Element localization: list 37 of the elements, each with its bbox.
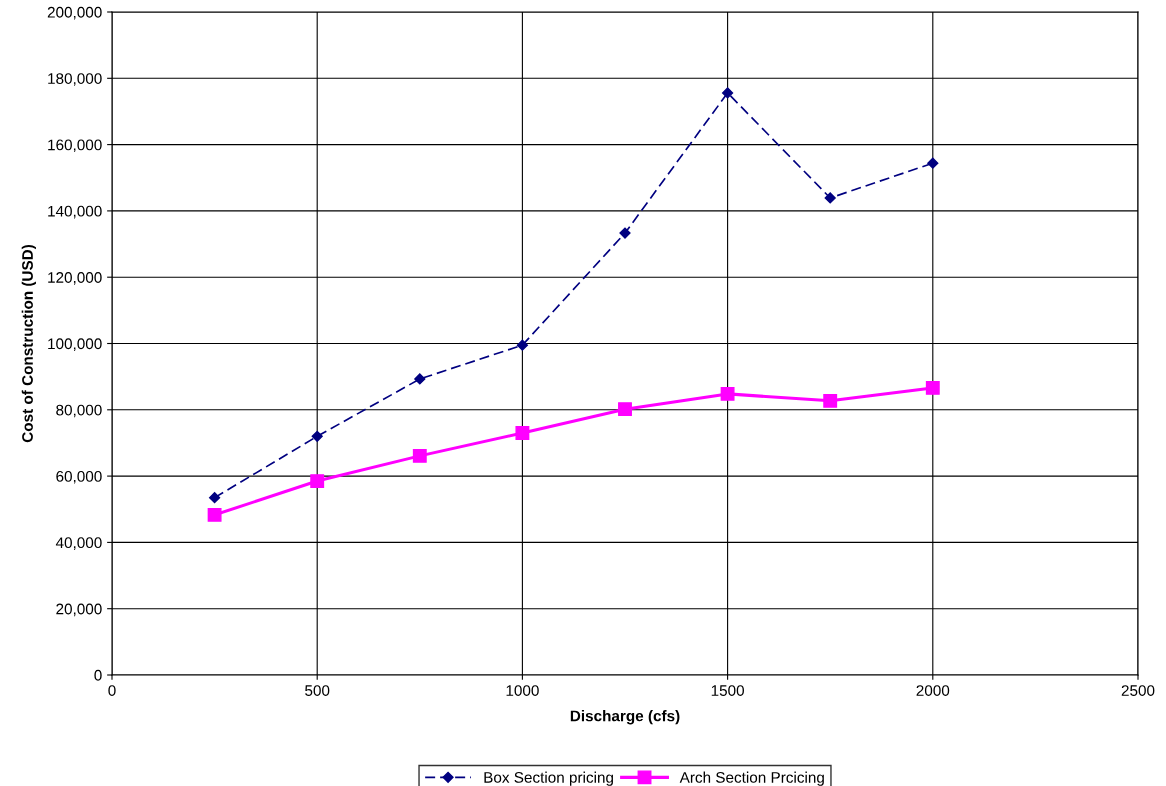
y-tick-label: 180,000 xyxy=(48,73,102,86)
point xyxy=(207,507,222,522)
x-tick-label: 500 xyxy=(305,685,330,696)
point xyxy=(310,474,325,489)
point xyxy=(414,373,426,385)
x-tick-label: 0 xyxy=(108,685,116,696)
point xyxy=(311,430,323,442)
point xyxy=(925,380,940,395)
legend-label: Box Section pricing xyxy=(484,771,613,786)
y-tick-label: 120,000 xyxy=(48,272,102,285)
point xyxy=(412,448,427,463)
x-tick-label: 2500 xyxy=(1121,685,1155,696)
y-tick-label: 100,000 xyxy=(48,338,102,351)
point xyxy=(823,393,838,408)
point xyxy=(516,339,529,351)
y-tick-label: 60,000 xyxy=(56,470,102,484)
y-axis-title: Cost of Construction (USD) xyxy=(21,244,36,443)
point xyxy=(208,492,221,504)
x-axis-title: Discharge (cfs) xyxy=(570,710,680,725)
legend-label: Arch Section Prcicing xyxy=(679,771,824,786)
y-tick-label: 160,000 xyxy=(48,139,102,153)
x-tick-label: 2000 xyxy=(916,685,950,696)
y-tick-label: 200,000 xyxy=(47,6,102,20)
point xyxy=(720,386,735,401)
y-tick-label: 80,000 xyxy=(56,404,102,418)
y-tick-label: 140,000 xyxy=(48,205,102,219)
point xyxy=(824,192,836,204)
point xyxy=(721,87,734,99)
x-tick-label: 1000 xyxy=(506,685,539,696)
y-tick-label: 40,000 xyxy=(55,537,102,550)
point xyxy=(515,426,530,440)
x-tick-label: 1500 xyxy=(711,685,744,696)
y-tick-label: 0 xyxy=(94,669,102,681)
point xyxy=(619,227,631,239)
point xyxy=(618,402,632,417)
point xyxy=(927,157,939,169)
y-tick-label: 20,000 xyxy=(56,603,102,617)
